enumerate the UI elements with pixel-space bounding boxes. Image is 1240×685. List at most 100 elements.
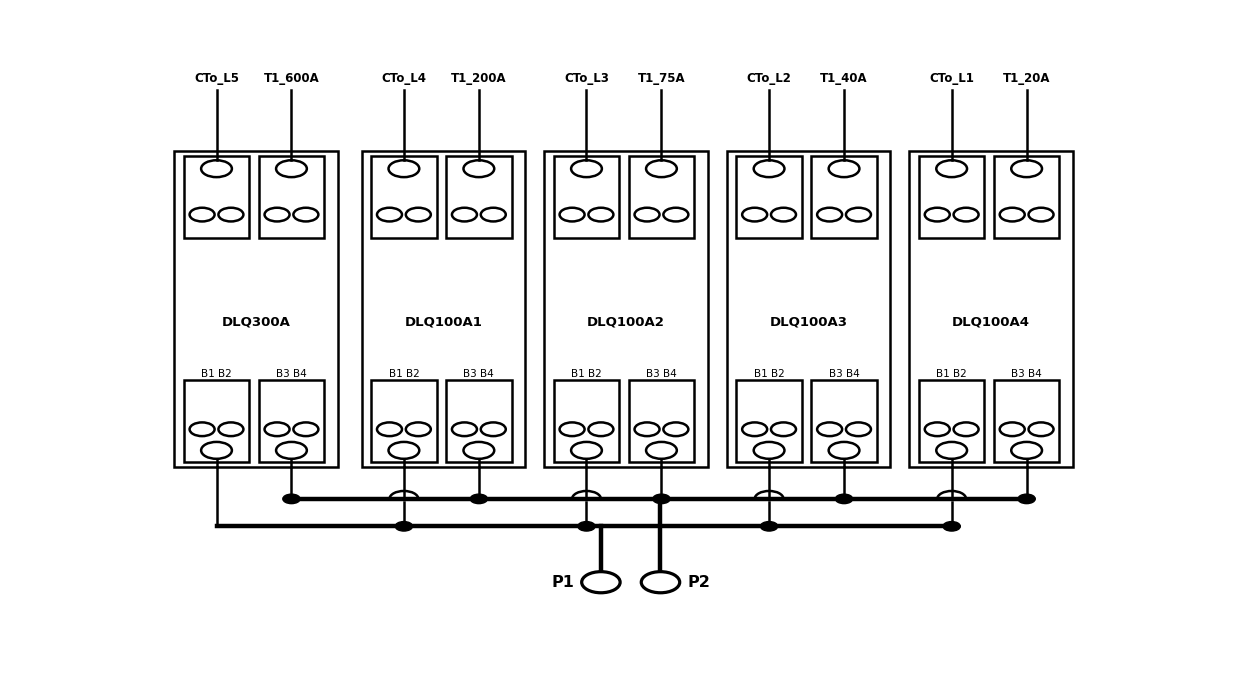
Circle shape [954, 208, 978, 221]
Text: B3 B4: B3 B4 [1012, 369, 1042, 379]
Bar [909, 151, 1073, 467]
Text: A3 A4: A3 A4 [828, 225, 859, 235]
Circle shape [641, 572, 680, 593]
Text: B3 B4: B3 B4 [646, 369, 677, 379]
Circle shape [663, 208, 688, 221]
Circle shape [925, 423, 950, 436]
Bar [446, 156, 512, 238]
Text: T1_75A: T1_75A [637, 72, 686, 85]
Circle shape [846, 423, 870, 436]
Bar [544, 151, 708, 467]
Circle shape [936, 160, 967, 177]
Circle shape [754, 160, 785, 177]
Text: B1 B2: B1 B2 [572, 369, 601, 379]
Text: A1 A2: A1 A2 [388, 225, 419, 235]
Circle shape [405, 208, 430, 221]
Circle shape [635, 423, 660, 436]
Circle shape [264, 208, 290, 221]
Text: B3 B4: B3 B4 [464, 369, 495, 379]
Text: P2: P2 [687, 575, 711, 590]
Text: A1 A2: A1 A2 [936, 225, 967, 235]
Text: CTo_L3: CTo_L3 [564, 72, 609, 85]
Text: A3 A4: A3 A4 [464, 225, 495, 235]
Text: T1_20A: T1_20A [1003, 72, 1050, 85]
Text: CTo_L4: CTo_L4 [382, 72, 427, 85]
Text: A3 A4: A3 A4 [1012, 225, 1042, 235]
Text: A1 A2: A1 A2 [201, 225, 232, 235]
Circle shape [646, 442, 677, 459]
Text: DLQ100A1: DLQ100A1 [404, 315, 482, 328]
Bar [727, 151, 890, 467]
Text: A3 A4: A3 A4 [646, 225, 677, 235]
Circle shape [277, 442, 306, 459]
Circle shape [405, 423, 430, 436]
Circle shape [663, 423, 688, 436]
Text: B3 B4: B3 B4 [828, 369, 859, 379]
Circle shape [999, 423, 1024, 436]
Circle shape [283, 494, 300, 503]
Bar [811, 156, 877, 238]
Circle shape [743, 423, 768, 436]
Circle shape [481, 208, 506, 221]
Circle shape [944, 521, 960, 531]
Circle shape [572, 160, 601, 177]
Text: CTo_L5: CTo_L5 [193, 72, 239, 85]
Text: DLQ100A2: DLQ100A2 [587, 315, 665, 328]
Circle shape [388, 160, 419, 177]
Text: B1 B2: B1 B2 [201, 369, 232, 379]
Text: T1_40A: T1_40A [820, 72, 868, 85]
Bar [919, 156, 985, 238]
Circle shape [1018, 494, 1035, 503]
Circle shape [451, 423, 477, 436]
Text: A1 A2: A1 A2 [572, 225, 601, 235]
Circle shape [771, 423, 796, 436]
Bar [371, 156, 436, 238]
Circle shape [1012, 442, 1042, 459]
Bar [371, 380, 436, 462]
Circle shape [760, 521, 777, 531]
Circle shape [451, 208, 477, 221]
Circle shape [582, 572, 620, 593]
Bar [737, 156, 802, 238]
Circle shape [771, 208, 796, 221]
Circle shape [190, 423, 215, 436]
Bar [554, 156, 619, 238]
Bar [737, 380, 802, 462]
Text: A3 A4: A3 A4 [277, 225, 306, 235]
Text: T1_200A: T1_200A [451, 72, 507, 85]
Circle shape [646, 160, 677, 177]
Circle shape [277, 160, 306, 177]
Circle shape [817, 208, 842, 221]
Text: B3 B4: B3 B4 [277, 369, 306, 379]
Circle shape [743, 208, 768, 221]
Circle shape [635, 208, 660, 221]
Circle shape [481, 423, 506, 436]
Circle shape [294, 423, 319, 436]
Bar [184, 380, 249, 462]
Circle shape [754, 442, 785, 459]
Bar [994, 380, 1059, 462]
Text: A1 A2: A1 A2 [754, 225, 785, 235]
Bar [629, 380, 694, 462]
Bar [362, 151, 525, 467]
Text: DLQ300A: DLQ300A [222, 315, 290, 328]
Text: B1 B2: B1 B2 [754, 369, 785, 379]
Text: T1_600A: T1_600A [264, 72, 320, 85]
Text: P1: P1 [551, 575, 574, 590]
Circle shape [559, 423, 584, 436]
Text: DLQ100A3: DLQ100A3 [770, 315, 847, 328]
Circle shape [377, 208, 402, 221]
Circle shape [589, 208, 614, 221]
Circle shape [1012, 160, 1042, 177]
Text: CTo_L2: CTo_L2 [746, 72, 791, 85]
Bar [994, 156, 1059, 238]
Circle shape [464, 442, 495, 459]
Text: B1 B2: B1 B2 [936, 369, 967, 379]
Circle shape [846, 208, 870, 221]
Circle shape [201, 442, 232, 459]
Circle shape [264, 423, 290, 436]
Text: B1 B2: B1 B2 [388, 369, 419, 379]
Circle shape [572, 442, 601, 459]
Circle shape [190, 208, 215, 221]
Circle shape [954, 423, 978, 436]
